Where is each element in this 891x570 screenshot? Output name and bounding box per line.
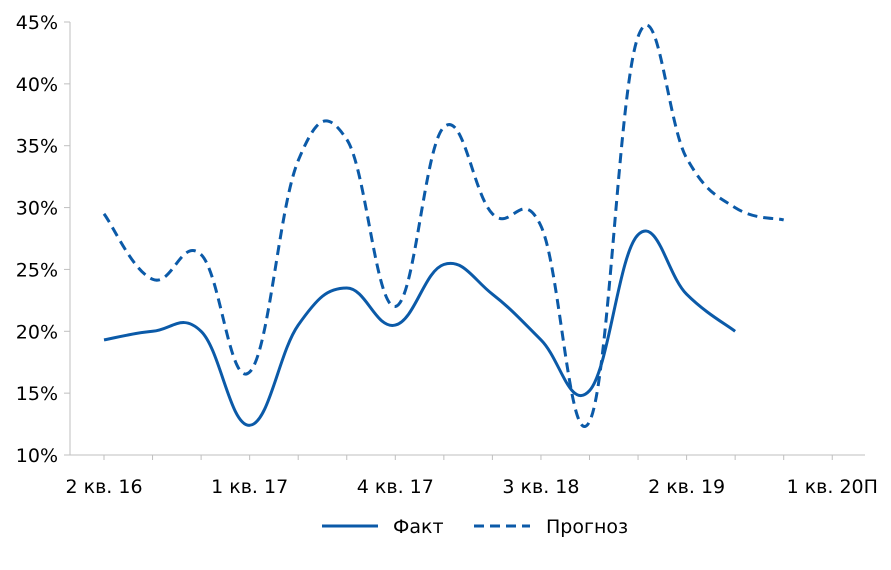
y-tick-label: 30% [16,198,58,220]
y-tick-label: 45% [16,12,58,34]
legend: Факт Прогноз [322,516,628,538]
x-tick-label: 2 кв. 19 [648,476,725,498]
y-tick-label: 35% [16,136,58,158]
x-tick-label: 3 кв. 18 [502,476,579,498]
series-layer [102,23,785,428]
y-axis-ticks: 10% 15% 20% 25% 30% 35% 40% 45% [16,12,70,467]
x-axis-ticks: 2 кв. 16 1 кв. 17 4 кв. 17 3 кв. 18 2 кв. 19… [65,455,878,498]
x-tick-label: 1 кв. 17 [211,476,288,498]
series-line-prognoz [102,23,785,428]
y-tick-label: 20% [16,321,58,343]
x-tick-label: 4 кв. 17 [357,476,434,498]
series-line-fakt [103,229,737,427]
x-tick-label: 1 кв. 20П [787,476,878,498]
axes [69,22,865,456]
legend-label-fakt: Факт [393,516,444,538]
x-tick-label: 2 кв. 16 [65,476,142,498]
y-tick-label: 15% [16,383,58,405]
y-tick-label: 10% [16,445,58,467]
y-tick-label: 25% [16,259,58,281]
y-tick-label: 40% [16,74,58,96]
legend-label-prognoz: Прогноз [546,516,628,538]
